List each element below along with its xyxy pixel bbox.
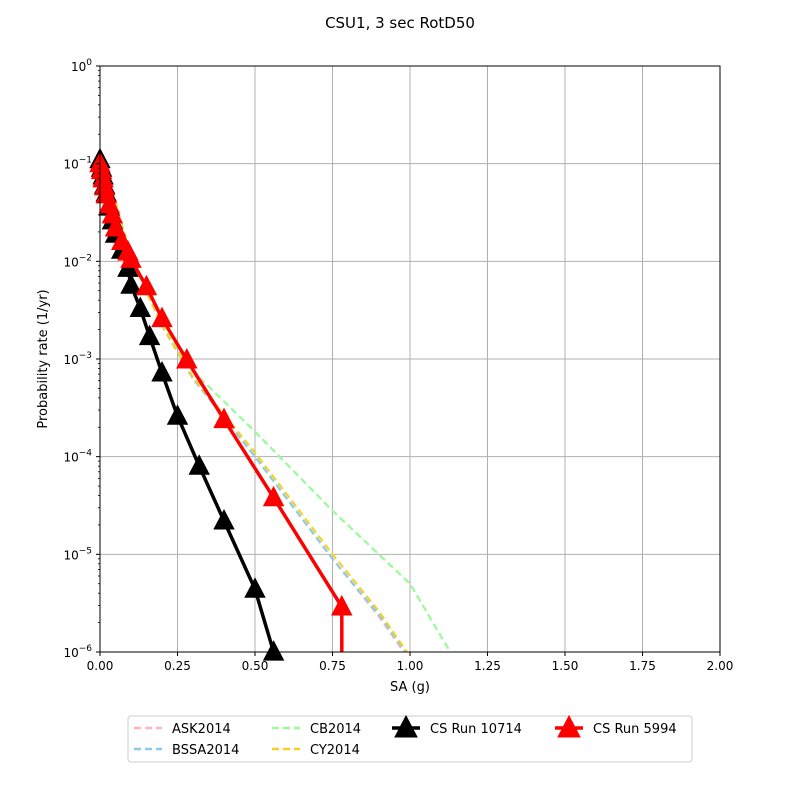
y-tick-label: 10−2 [63,253,92,269]
data-point-cs-run-10714 [244,577,266,598]
legend-label-cs-run-10714: CS Run 10714 [430,722,522,737]
data-point-cs-run-10714 [129,296,152,317]
y-axis-label: Probability rate (1/yr) [36,289,51,428]
series-line-cs-run-5994 [100,163,344,652]
data-point-cs-run-5994 [120,247,142,268]
y-tick-label: 10−6 [63,644,92,660]
x-axis-ticks: 0.00 0.25 0.50 0.75 1.00 1.25 1.50 1.75 2.00 [87,652,734,673]
data-point-cs-run-10714 [151,361,173,382]
data-point-cs-run-5994 [262,485,285,507]
series-line-bssa2014 [100,159,407,652]
data-point-cs-run-10714 [188,454,210,475]
legend-marker-cs-run-5994 [557,714,581,738]
data-point-cs-run-5994 [213,407,235,429]
legend-label-cs-run-5994: CS Run 5994 [593,722,677,737]
legend-label-cb2014: CB2014 [310,722,361,737]
data-point-cs-run-10714 [213,509,235,530]
x-tick-label: 0.25 [164,659,191,673]
series-layer [100,159,452,652]
data-point-cs-run-5994 [151,306,173,328]
chart-title: CSU1, 3 sec RotD50 [325,14,475,32]
data-point-cs-run-5994 [176,347,198,369]
x-tick-label: 1.50 [552,659,579,673]
y-axis-ticks: 10−6 10−5 10−4 10−3 10−2 10−1 100 [63,58,100,660]
y-tick-label: 10−4 [63,449,92,465]
series-line-cy2014 [100,159,408,652]
x-tick-label: 1.25 [474,659,501,673]
legend-label-bssa2014: BSSA2014 [172,743,239,758]
data-point-cs-run-10714 [138,324,161,346]
data-point-cs-run-10714 [166,404,189,425]
data-point-cs-run-5994 [135,274,158,296]
series-line-cs-run-10714 [100,159,276,652]
x-tick-label: 1.00 [397,659,424,673]
x-axis-label: SA (g) [390,680,430,695]
y-tick-label: 10−1 [63,156,92,172]
legend-label-ask2014: ASK2014 [172,722,231,737]
y-tick-label: 10−5 [63,546,92,562]
x-tick-label: 1.75 [629,659,656,673]
x-tick-label: 0.00 [87,659,114,673]
legend-marker-cs-run-10714 [394,714,418,738]
series-line-cb2014 [100,159,452,652]
data-point-cs-run-10714 [262,640,285,661]
data-point-cs-run-5994 [104,216,127,237]
x-tick-label: 0.75 [319,659,346,673]
data-point-cs-run-5994 [331,594,353,616]
legend-label-cy2014: CY2014 [310,743,360,758]
legend: ASK2014 BSSA2014 CB2014 CY2014 CS Run 10714 C… [127,714,693,763]
data-point-cs-run-10714 [120,273,142,294]
marker-layer [89,147,353,661]
x-tick-label: 0.50 [242,659,269,673]
legend-box [127,715,693,763]
y-tick-label: 100 [71,58,92,74]
y-tick-label: 10−3 [63,351,92,367]
x-tick-label: 2.00 [707,659,734,673]
grid-lines [99,65,721,653]
